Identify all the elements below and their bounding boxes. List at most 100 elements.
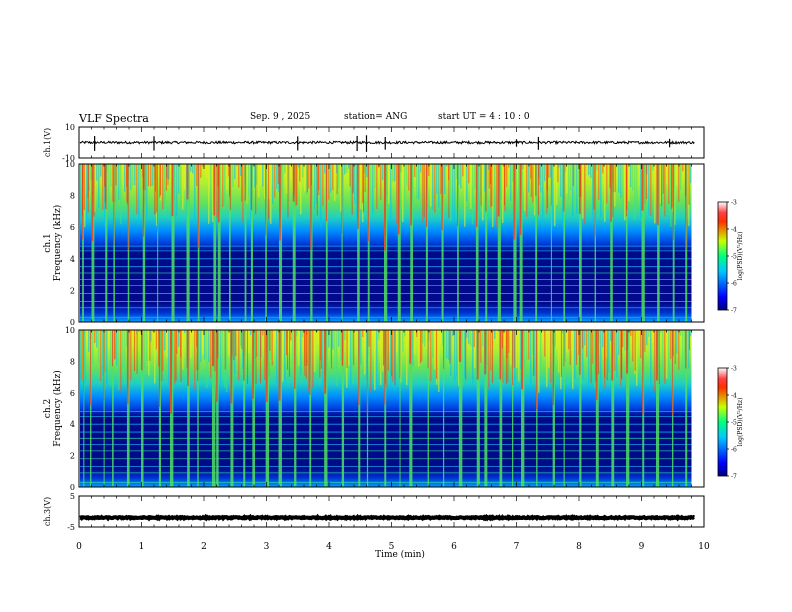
spectro-texture [590, 164, 592, 179]
spectro-texture [602, 164, 604, 174]
intensity-streak [104, 164, 106, 203]
spectro-texture [198, 330, 200, 370]
intensity-streak [288, 330, 290, 377]
sferic-burst [579, 164, 582, 322]
sferic-burst [563, 330, 565, 487]
intensity-streak [104, 164, 106, 187]
spectro-texture [178, 330, 180, 348]
spectro-texture [408, 164, 410, 191]
colorbar-label: log(PSD)(V²/Hz) [737, 232, 744, 281]
spectro-texture [122, 330, 124, 369]
sferic-burst-core [497, 164, 500, 217]
spectro-texture [496, 330, 498, 343]
spectro-texture [438, 164, 440, 208]
sferic-burst-core [324, 330, 327, 394]
spectro-texture [178, 164, 180, 194]
spectro-texture [352, 330, 354, 384]
sferic-burst-core [358, 330, 360, 405]
spectro-texture [610, 330, 612, 341]
sferic-burst [657, 164, 660, 322]
sferic-burst-core [484, 330, 487, 375]
sferic-burst-core [685, 330, 687, 369]
sferic-burst-core [671, 330, 673, 416]
sferic-burst [341, 330, 345, 487]
sferic-burst-core [579, 164, 581, 214]
sferic-burst-core [642, 330, 644, 415]
intensity-streak [387, 330, 389, 371]
intensity-streak [126, 164, 128, 187]
spectro-texture [604, 164, 606, 222]
intensity-streak [491, 164, 493, 207]
intensity-streak [81, 330, 83, 381]
spectro-texture [510, 164, 512, 201]
spectro-texture [600, 330, 602, 393]
sferic-burst-core [384, 164, 386, 251]
intensity-streak [658, 330, 660, 385]
sferic-burst-core [279, 164, 281, 241]
colorbar-tick-label: -3 [731, 366, 737, 373]
x-tick-label: 5 [389, 542, 395, 552]
spectro-texture [322, 164, 324, 207]
intensity-streak [394, 330, 396, 385]
spectro-texture [582, 330, 584, 380]
spectro-texture [446, 330, 448, 359]
spectro-texture [652, 164, 654, 171]
intensity-streak [318, 164, 320, 191]
spectro-texture [482, 330, 484, 347]
intensity-streak [590, 330, 592, 384]
intensity-streak [247, 330, 249, 385]
spectro-texture [676, 330, 678, 354]
x-tick-label: 3 [264, 542, 270, 552]
spectro-texture [372, 330, 374, 336]
spectro-texture [518, 164, 520, 214]
intensity-streak [154, 164, 156, 215]
spectro-texture [320, 164, 322, 228]
sferic-burst-core [499, 330, 502, 380]
spectro-texture [90, 164, 92, 181]
spectro-texture [354, 164, 356, 204]
spectro-texture [122, 164, 124, 171]
intensity-streak [304, 330, 306, 366]
ch-3-waveform-trace [79, 513, 695, 522]
spectro-texture [414, 164, 416, 178]
intensity-streak [513, 330, 515, 368]
intensity-streak [351, 164, 353, 215]
spectro-texture [558, 164, 560, 168]
sferic-burst-core [655, 330, 658, 381]
spectro-texture [192, 164, 194, 174]
spectro-texture [352, 164, 354, 195]
spectro-texture [330, 330, 332, 364]
spectro-texture [360, 330, 362, 365]
spectro-texture [208, 164, 210, 224]
spectro-texture [646, 330, 648, 346]
intensity-streak [352, 164, 354, 193]
sferic-burst-core [113, 164, 115, 246]
sferic-burst-core [243, 330, 245, 381]
spectro-texture [238, 164, 240, 188]
spectro-texture [630, 164, 632, 188]
spectro-texture [426, 330, 428, 349]
spectro-texture [104, 330, 106, 372]
sferic-burst-core [550, 164, 552, 206]
intensity-streak [364, 164, 366, 193]
colorbar-tick-label: -6 [731, 281, 737, 288]
sferic-burst-core [427, 330, 429, 368]
sferic-burst [399, 330, 401, 487]
sferic-burst [82, 164, 84, 322]
spectro-texture [444, 164, 446, 195]
sferic-burst [158, 330, 162, 487]
sferic-burst [550, 164, 552, 322]
sferic-burst [410, 164, 414, 322]
spectro-texture [240, 164, 242, 176]
y-tick-label: 5 [70, 492, 75, 501]
spectro-texture [140, 164, 142, 209]
sferic-burst-core [685, 164, 687, 251]
spectro-texture [632, 164, 634, 191]
spectro-texture [618, 330, 620, 356]
spectro-texture [676, 164, 678, 186]
spectro-texture [250, 330, 252, 335]
spectro-texture [284, 330, 286, 384]
spectro-texture [162, 164, 164, 210]
spectro-texture [176, 330, 178, 354]
spectro-texture [196, 164, 198, 187]
